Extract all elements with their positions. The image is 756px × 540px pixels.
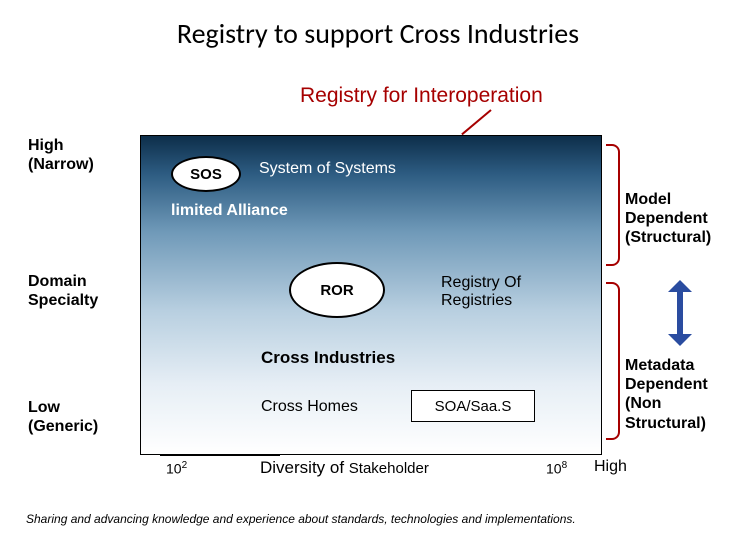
bracket-bottom xyxy=(606,282,620,440)
bracket-top xyxy=(606,144,620,266)
y-axis-mid: DomainSpecialty xyxy=(28,272,98,310)
sos-oval: SOS xyxy=(171,156,241,192)
right-label-top: ModelDependent(Structural) xyxy=(625,190,745,248)
footer-text: Sharing and advancing knowledge and expe… xyxy=(26,512,576,526)
x-axis-high: 108 xyxy=(546,460,567,477)
y-axis-high: High(Narrow) xyxy=(28,136,94,174)
soa-label: SOA/Saa.S xyxy=(435,398,512,415)
x-axis-mid: Diversity of Stakeholder xyxy=(260,458,429,478)
ror-full-label: Registry OfRegistries xyxy=(441,274,521,311)
updown-arrow-icon xyxy=(668,280,692,346)
diagram-canvas-wrap: SOS System of Systems limited Alliance R… xyxy=(140,135,602,455)
diagram-canvas: SOS System of Systems limited Alliance R… xyxy=(140,135,602,455)
soa-box: SOA/Saa.S xyxy=(411,390,535,422)
slide: Registry to support Cross Industries Reg… xyxy=(0,0,756,540)
right-label-bottom: MetadataDependent(NonStructural) xyxy=(625,356,745,433)
ror-oval: ROR xyxy=(289,262,385,318)
sos-label: SOS xyxy=(190,166,222,183)
sos-full-label: System of Systems xyxy=(259,160,396,178)
x-axis-line xyxy=(160,455,280,456)
cross-homes-label: Cross Homes xyxy=(261,398,358,416)
page-subtitle: Registry for Interoperation xyxy=(300,84,543,108)
alliance-label: limited Alliance xyxy=(171,202,288,220)
x-axis-high-label: High xyxy=(594,458,627,476)
ror-label: ROR xyxy=(320,282,353,299)
cross-industries-label: Cross Industries xyxy=(261,348,395,368)
callout-line xyxy=(461,109,491,135)
page-title: Registry to support Cross Industries xyxy=(0,16,756,51)
x-axis-low: 102 xyxy=(166,460,187,477)
y-axis-low: Low(Generic) xyxy=(28,398,98,436)
